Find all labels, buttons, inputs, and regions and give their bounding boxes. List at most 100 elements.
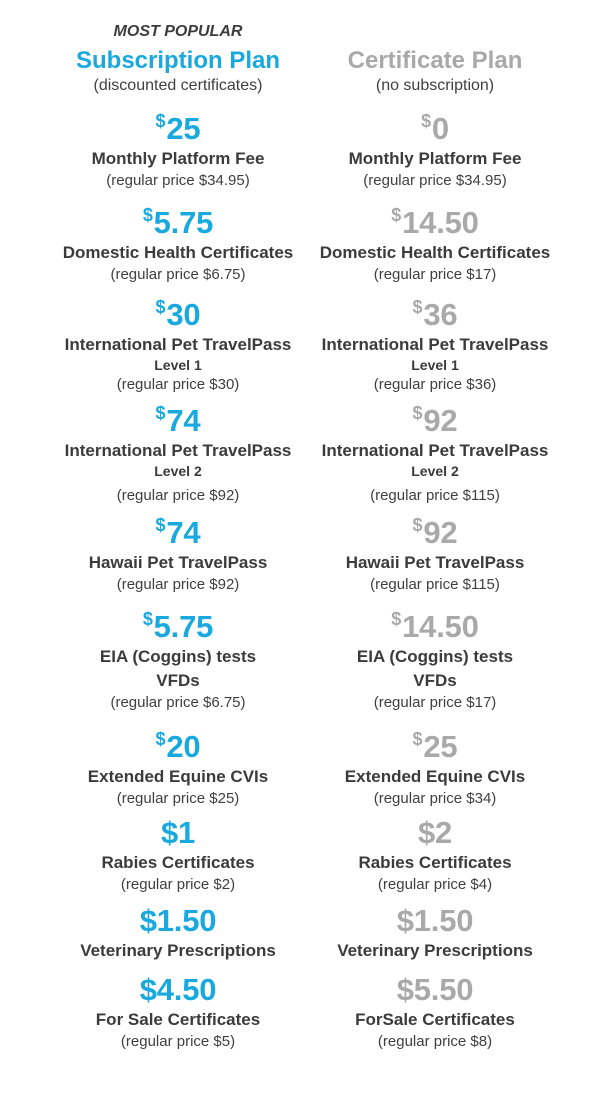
price-value: $1	[160, 815, 196, 850]
item-label: Veterinary Prescriptions	[337, 941, 533, 960]
item-level: Level 1	[411, 357, 459, 373]
item-label: Extended Equine CVIs	[87, 767, 269, 786]
price-amount: 14.50	[402, 609, 479, 644]
item-label: Extended Equine CVIs	[344, 767, 526, 786]
price-value: $25	[38, 104, 318, 146]
regular-price: (regular price $5)	[120, 1033, 236, 1050]
currency-symbol: $	[421, 111, 431, 131]
regular-price: (regular price $36)	[373, 376, 497, 393]
certificate-plan-title: Certificate Plan	[347, 47, 523, 74]
item-label: Hawaii Pet TravelPass	[88, 553, 268, 572]
certificate-plan-subtitle: (no subscription)	[375, 77, 495, 94]
price-value: $4.50	[139, 972, 217, 1007]
currency-symbol: $	[391, 205, 402, 225]
currency-symbol: $	[142, 609, 153, 629]
price-item-intl-level-1: $30 International Pet TravelPass Level 1…	[38, 290, 318, 396]
price-amount: 92	[423, 515, 458, 550]
price-amount: 92	[423, 403, 458, 438]
price-item-equine-cvi: $20 Extended Equine CVIs (regular price …	[38, 722, 318, 810]
item-label: Domestic Health Certificates	[62, 243, 294, 262]
price-item-domestic-health: $5.75 Domestic Health Certificates (regu…	[38, 198, 318, 286]
price-value: $74	[38, 396, 318, 438]
price-item-eia-vfd: $14.50 EIA (Coggins) tests VFDs (regular…	[295, 602, 575, 714]
price-amount: 30	[166, 297, 201, 332]
subscription-plan-subtitle: (discounted certificates)	[93, 77, 263, 94]
price-item-hawaii: $92 Hawaii Pet TravelPass (regular price…	[295, 508, 575, 596]
price-item-rabies: $1 Rabies Certificates (regular price $2…	[38, 816, 318, 896]
item-label: Domestic Health Certificates	[319, 243, 551, 262]
item-level: Level 2	[154, 463, 202, 479]
price-amount: 74	[166, 515, 201, 550]
price-value: $1.50	[139, 903, 217, 938]
price-amount: 74	[166, 403, 201, 438]
subscription-plan-title: Subscription Plan	[75, 47, 281, 74]
price-item-intl-level-2: $92 International Pet TravelPass Level 2…	[295, 396, 575, 507]
price-value: $14.50	[295, 602, 575, 644]
regular-price: (regular price $34.95)	[363, 172, 507, 189]
price-item-equine-cvi: $25 Extended Equine CVIs (regular price …	[295, 722, 575, 810]
price-item-for-sale: $4.50 For Sale Certificates (regular pri…	[38, 973, 318, 1053]
price-value: $2	[417, 815, 453, 850]
price-value: $92	[295, 508, 575, 550]
item-label: Rabies Certificates	[101, 853, 255, 872]
item-label: For Sale Certificates	[95, 1010, 261, 1029]
item-label: Rabies Certificates	[358, 853, 512, 872]
regular-price: (regular price $2)	[120, 876, 236, 893]
currency-symbol: $	[155, 729, 166, 749]
item-label: EIA (Coggins) tests	[356, 647, 514, 666]
price-item-for-sale: $5.50 ForSale Certificates (regular pric…	[295, 973, 575, 1053]
item-label-secondary: VFDs	[413, 671, 457, 690]
regular-price: (regular price $17)	[373, 266, 497, 283]
currency-symbol: $	[155, 111, 166, 131]
regular-price: (regular price $8)	[377, 1033, 493, 1050]
price-item-prescriptions: $1.50 Veterinary Prescriptions	[295, 904, 575, 962]
price-amount: 0	[431, 111, 449, 146]
price-item-prescriptions: $1.50 Veterinary Prescriptions	[38, 904, 318, 962]
price-value: $36	[295, 290, 575, 332]
item-label: International Pet TravelPass	[64, 335, 292, 354]
price-item-intl-level-1: $36 International Pet TravelPass Level 1…	[295, 290, 575, 396]
price-item-monthly-fee: $0 Monthly Platform Fee (regular price $…	[295, 104, 575, 192]
regular-price: (regular price $34.95)	[106, 172, 250, 189]
regular-price: (regular price $92)	[116, 487, 240, 504]
item-label-secondary: VFDs	[156, 671, 200, 690]
price-value: $14.50	[295, 198, 575, 240]
item-label: Monthly Platform Fee	[348, 149, 522, 168]
price-amount: 36	[423, 297, 458, 332]
price-value: $92	[295, 396, 575, 438]
price-item-hawaii: $74 Hawaii Pet TravelPass (regular price…	[38, 508, 318, 596]
currency-symbol: $	[391, 609, 402, 629]
item-label: International Pet TravelPass	[321, 335, 549, 354]
regular-price: (regular price $115)	[370, 487, 500, 504]
currency-symbol: $	[142, 205, 153, 225]
regular-price: (regular price $115)	[370, 576, 500, 593]
item-label: EIA (Coggins) tests	[99, 647, 257, 666]
currency-symbol: $	[155, 515, 166, 535]
currency-symbol: $	[412, 297, 423, 317]
price-item-rabies: $2 Rabies Certificates (regular price $4…	[295, 816, 575, 896]
price-amount: 20	[166, 729, 201, 764]
regular-price: (regular price $34)	[373, 790, 497, 807]
regular-price: (regular price $4)	[377, 876, 493, 893]
regular-price: (regular price $6.75)	[110, 266, 246, 283]
price-item-eia-vfd: $5.75 EIA (Coggins) tests VFDs (regular …	[38, 602, 318, 714]
price-value: $5.50	[396, 972, 474, 1007]
item-label: Monthly Platform Fee	[91, 149, 265, 168]
most-popular-badge: MOST POPULAR	[113, 23, 243, 40]
item-level: Level 2	[411, 463, 459, 479]
price-value: $25	[295, 722, 575, 764]
currency-symbol: $	[412, 729, 423, 749]
item-label: International Pet TravelPass	[321, 441, 549, 460]
regular-price: (regular price $25)	[116, 790, 240, 807]
item-label: ForSale Certificates	[355, 1010, 515, 1029]
price-item-monthly-fee: $25 Monthly Platform Fee (regular price …	[38, 104, 318, 192]
price-value: $74	[38, 508, 318, 550]
price-value: $5.75	[38, 602, 318, 644]
price-amount: 25	[166, 111, 201, 146]
price-amount: 5.75	[153, 205, 214, 240]
regular-price: (regular price $17)	[373, 694, 497, 711]
price-value: $20	[38, 722, 318, 764]
price-item-intl-level-2: $74 International Pet TravelPass Level 2…	[38, 396, 318, 507]
item-label: International Pet TravelPass	[64, 441, 292, 460]
item-level: Level 1	[154, 357, 202, 373]
